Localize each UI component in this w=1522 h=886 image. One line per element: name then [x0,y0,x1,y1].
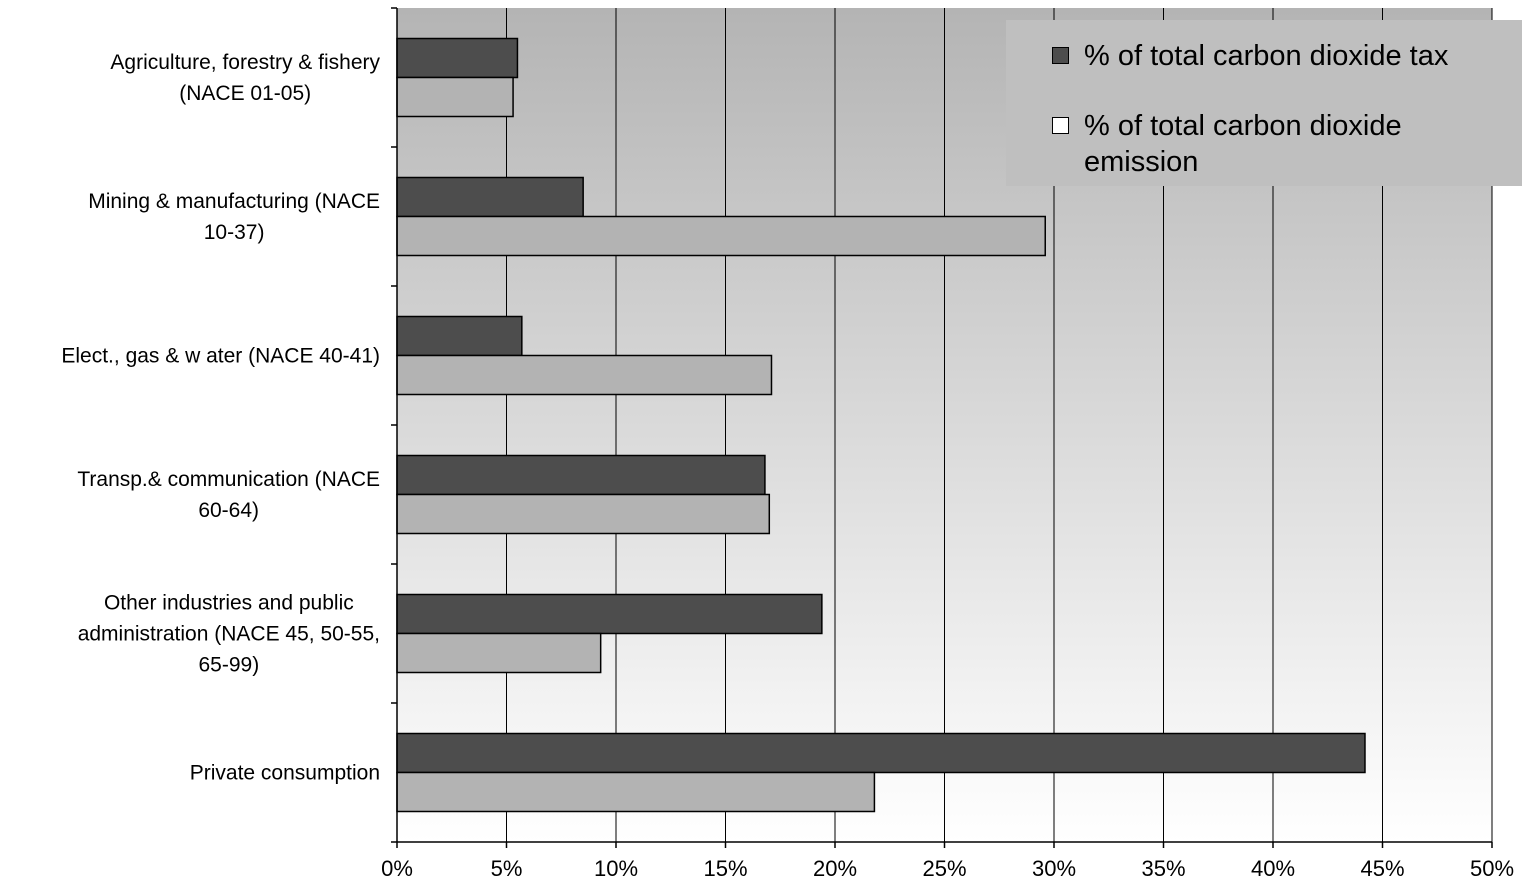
category-label: Agriculture, forestry & fishery (NACE 01-… [110,47,380,109]
category-label: Other industries and public administratio… [78,587,380,680]
legend-label-tax-line: % of total carbon dioxide tax [1084,40,1449,72]
category-label-line: 10-37) [203,220,265,244]
axes [391,7,1493,848]
bar-emission [396,354,773,396]
category-label-line: Elect., gas & w ater (NACE 40-41) [61,344,380,367]
x-tick-label: 15% [703,856,748,881]
category-label-line: Private consumption [189,761,380,784]
category-label-line: (NACE 01-05) [179,81,312,105]
bar-tax [396,176,584,218]
category-label-line: 60-64) [198,498,260,522]
x-tick-label: 30% [1031,856,1077,881]
x-tick-label: 10% [593,856,639,881]
category-label: Private consumption [190,757,380,788]
bar-tax [396,732,1366,774]
bar-emission [396,215,1046,257]
legend: % of total carbon dioxide tax % of total… [1006,20,1522,186]
category-label-line: Mining & manufacturing (NACE [88,189,380,213]
x-tick-label: 20% [812,856,858,881]
x-tick-label: 35% [1141,856,1186,881]
x-tick-label: 0% [381,856,413,881]
category-label: Mining & manufacturing (NACE 10-37) [88,186,380,248]
legend-swatch-emission [1052,117,1069,134]
category-label: Elect., gas & w ater (NACE 40-41) [61,340,380,371]
bar-tax [396,593,823,635]
legend-label-tax: % of total carbon dioxide tax [1084,38,1448,74]
bar-tax [396,454,766,496]
bar-emission [396,632,602,674]
bar-emission [396,771,876,813]
legend-swatch-tax [1052,47,1069,64]
bar-tax [396,315,523,357]
category-label-line: Transp.& communication (NACE [77,467,380,491]
category-label-line: 65-99) [198,653,260,676]
bar-emission [396,76,514,118]
legend-label-emission-line-2: emission [1084,146,1199,178]
category-label: Transp.& communication (NACE 60-64) [77,464,380,526]
x-tick-label: 5% [490,856,523,881]
legend-label-emission-line-1: % of total carbon dioxide [1084,110,1402,142]
x-tick-label: 45% [1360,856,1405,881]
bar-tax [396,37,519,79]
bar-emission [396,493,771,535]
legend-label-emission: % of total carbon dioxide emission [1084,108,1402,180]
x-tick-label: 25% [922,856,967,881]
x-tick-label: 40% [1250,856,1296,881]
bars [396,37,1366,813]
category-label-line: Agriculture, forestry & fishery [110,50,380,74]
category-label-line: Other industries and public [103,591,354,614]
category-label-line: administration (NACE 45, 50-55, [77,622,380,645]
x-tick-label: 50% [1469,856,1515,881]
